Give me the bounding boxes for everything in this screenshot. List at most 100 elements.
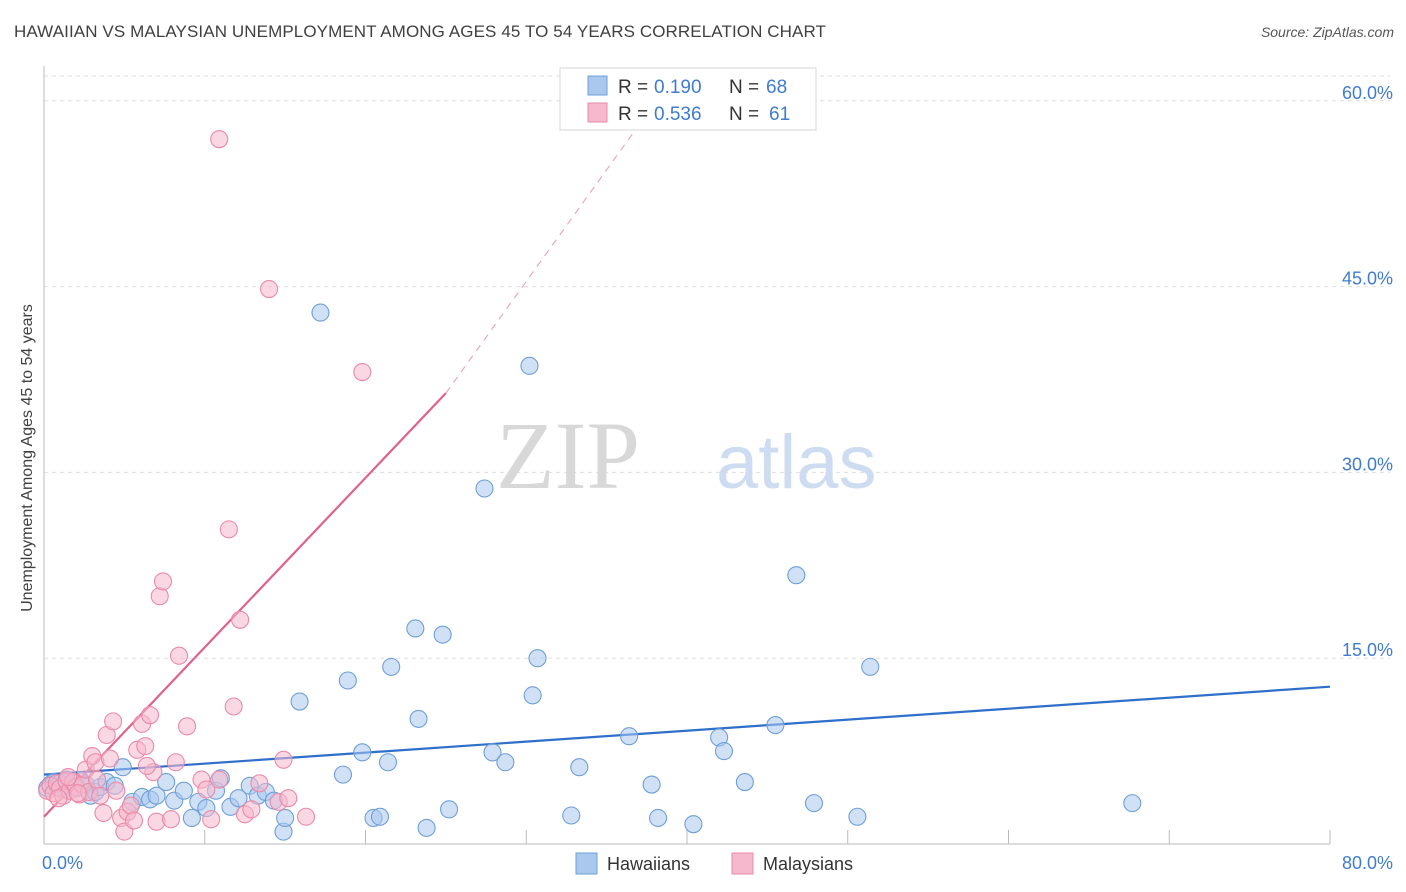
- correlation-legend: R = 0.190 N = 68 R = 0.536 N = 61: [559, 67, 817, 131]
- legend-swatch-malaysians: [587, 102, 608, 123]
- point-malaysians: [136, 737, 155, 756]
- point-hawaiians: [333, 765, 353, 784]
- legend-swatch-hawaiians: [587, 75, 608, 96]
- point-hawaiians: [642, 775, 661, 794]
- point-malaysians: [107, 781, 126, 800]
- point-malaysians: [202, 810, 221, 829]
- point-hawaiians: [766, 716, 785, 735]
- point-malaysians: [104, 712, 123, 731]
- y-tick-labels: 15.0% 30.0% 45.0% 60.0%: [1342, 83, 1393, 660]
- x-tick-label: 0.0%: [42, 853, 83, 873]
- point-malaysians: [100, 749, 119, 768]
- point-hawaiians: [353, 743, 372, 762]
- y-tick-label: 45.0%: [1342, 269, 1393, 289]
- point-malaysians: [224, 697, 243, 716]
- point-malaysians: [161, 810, 181, 829]
- point-malaysians: [153, 572, 173, 591]
- axes: [43, 66, 1331, 845]
- point-hawaiians: [649, 808, 668, 828]
- point-hawaiians: [523, 686, 542, 705]
- point-hawaiians: [714, 742, 734, 761]
- point-hawaiians: [338, 671, 357, 690]
- point-hawaiians: [804, 794, 824, 813]
- point-malaysians: [166, 753, 185, 772]
- point-hawaiians: [848, 807, 867, 826]
- point-hawaiians: [276, 808, 295, 828]
- legend-n-value: 68: [766, 77, 787, 98]
- point-hawaiians: [113, 758, 132, 777]
- point-hawaiians: [496, 753, 515, 772]
- x-tick-labels: 0.0% 80.0%: [42, 853, 1393, 873]
- point-hawaiians: [475, 479, 494, 498]
- data-points: [38, 130, 1142, 841]
- point-hawaiians: [861, 657, 880, 676]
- series-legend: Hawaiians Malaysians: [575, 852, 853, 875]
- point-hawaiians: [570, 758, 589, 777]
- point-malaysians: [296, 807, 316, 826]
- point-hawaiians: [406, 619, 425, 638]
- series-legend-swatch-hawaiians: [575, 852, 598, 875]
- series-legend-malaysians: Malaysians: [763, 854, 853, 874]
- point-hawaiians: [620, 727, 639, 746]
- point-hawaiians: [147, 786, 166, 805]
- point-malaysians: [94, 803, 113, 823]
- point-hawaiians: [157, 773, 176, 792]
- point-hawaiians: [433, 625, 452, 644]
- point-hawaiians: [311, 303, 330, 322]
- point-malaysians: [259, 280, 279, 299]
- point-malaysians: [250, 774, 269, 793]
- y-tick-label: 60.0%: [1342, 83, 1393, 103]
- legend-n-label: N =: [729, 104, 759, 125]
- point-hawaiians: [229, 789, 248, 808]
- point-malaysians: [87, 770, 107, 789]
- watermark-zip: ZIP: [496, 402, 640, 509]
- point-malaysians: [49, 789, 68, 808]
- point-hawaiians: [409, 709, 428, 728]
- series-legend-swatch-malaysians: [731, 852, 754, 875]
- source-label: Source: ZipAtlas.com: [1260, 24, 1394, 40]
- gridlines: [44, 75, 1390, 659]
- point-hawaiians: [417, 818, 436, 837]
- point-malaysians: [242, 800, 261, 819]
- trend-line-hawaiians: [43, 685, 1331, 776]
- point-hawaiians: [174, 781, 193, 800]
- point-malaysians: [141, 706, 160, 725]
- point-malaysians: [150, 587, 169, 606]
- point-malaysians: [279, 789, 298, 808]
- point-hawaiians: [182, 808, 201, 828]
- series-legend-hawaiians: Hawaiians: [607, 854, 690, 874]
- point-hawaiians: [382, 657, 401, 676]
- legend-r-label: R =: [618, 104, 648, 125]
- point-malaysians: [124, 811, 144, 830]
- point-hawaiians: [483, 743, 502, 762]
- point-malaysians: [353, 363, 372, 382]
- point-hawaiians: [520, 356, 539, 375]
- point-hawaiians: [378, 753, 398, 772]
- x-tick-label: 80.0%: [1342, 853, 1393, 873]
- legend-r-value: 0.190: [654, 77, 702, 98]
- point-malaysians: [68, 784, 87, 803]
- point-malaysians: [91, 786, 110, 805]
- point-hawaiians: [787, 566, 806, 585]
- y-tick-label: 30.0%: [1342, 454, 1393, 474]
- point-malaysians: [137, 756, 156, 776]
- point-malaysians: [219, 520, 238, 539]
- point-hawaiians: [370, 807, 390, 826]
- legend-r-value: 0.536: [654, 104, 702, 125]
- point-hawaiians: [528, 649, 547, 668]
- point-hawaiians: [290, 692, 309, 711]
- legend-n-label: N =: [729, 77, 759, 98]
- point-malaysians: [274, 750, 293, 769]
- point-hawaiians: [1123, 794, 1142, 813]
- chart-title: HAWAIIAN VS MALAYSIAN UNEMPLOYMENT AMONG…: [14, 22, 827, 41]
- trend-line-malaysians: [43, 392, 447, 818]
- point-malaysians: [210, 130, 229, 149]
- point-malaysians: [210, 770, 229, 789]
- watermark: ZIP atlas: [496, 402, 877, 509]
- y-tick-label: 15.0%: [1342, 640, 1393, 660]
- point-malaysians: [231, 610, 250, 629]
- point-malaysians: [169, 646, 189, 665]
- point-hawaiians: [562, 806, 581, 825]
- watermark-atlas: atlas: [716, 420, 877, 505]
